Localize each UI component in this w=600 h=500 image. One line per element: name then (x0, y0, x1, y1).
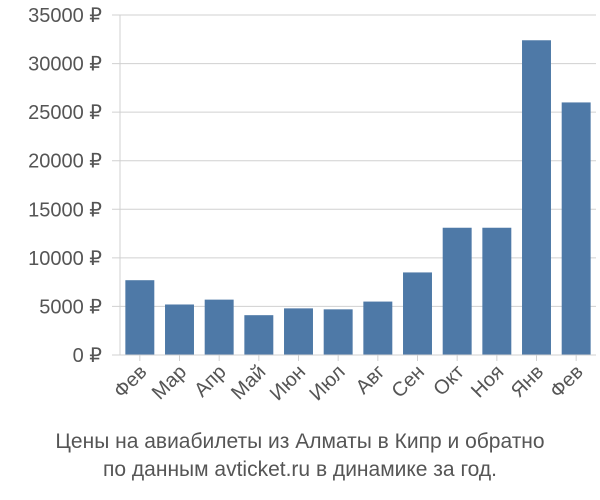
y-tick-label: 20000 ₽ (28, 151, 102, 173)
bar (244, 315, 274, 355)
y-tick-label: 0 ₽ (73, 345, 103, 367)
x-tick-label: Мар (148, 361, 191, 404)
x-tick-label: Сен (388, 361, 429, 402)
bar (522, 40, 551, 355)
bar (403, 272, 432, 355)
caption-line-1: Цены на авиабилеты из Алматы в Кипр и об… (55, 430, 545, 453)
y-tick-label: 25000 ₽ (28, 102, 102, 124)
y-tick-label: 30000 ₽ (28, 54, 102, 76)
y-axis: 0 ₽ 5000 ₽ 10000 ₽ 15000 ₽ 20000 ₽ 25000 ₽ 300… (28, 5, 121, 367)
x-tick-label: Июн (266, 361, 310, 405)
x-tick-label: Июл (305, 361, 349, 405)
x-tick-label: Окт (429, 361, 468, 400)
x-tick-label: Ноя (467, 361, 508, 402)
bar (442, 227, 472, 355)
bar (204, 299, 234, 355)
bar (363, 301, 393, 355)
bars (125, 40, 591, 355)
x-tick-label: Фев (110, 361, 152, 403)
bar (284, 308, 313, 355)
bar (482, 227, 512, 355)
bar (125, 280, 155, 355)
bar (165, 304, 194, 355)
caption-line-2: по данным avticket.ru в динамике за год. (103, 458, 497, 481)
x-tick-label: Апр (190, 361, 231, 402)
x-tick-label: Май (227, 361, 270, 404)
x-tick-label: Фев (546, 361, 588, 403)
chart-caption: Цены на авиабилеты из Алматы в Кипр и об… (0, 428, 600, 484)
x-tick-label: Авг (352, 361, 390, 399)
y-tick-label: 15000 ₽ (28, 199, 102, 221)
bar-chart: 0 ₽ 5000 ₽ 10000 ₽ 15000 ₽ 20000 ₽ 25000 ₽ 300… (28, 5, 596, 405)
y-tick-label: 5000 ₽ (39, 296, 102, 318)
x-tick-label: Янв (507, 361, 548, 402)
bar (561, 102, 591, 355)
y-tick-label: 35000 ₽ (28, 5, 102, 27)
bar (323, 309, 353, 355)
y-tick-label: 10000 ₽ (28, 248, 102, 270)
